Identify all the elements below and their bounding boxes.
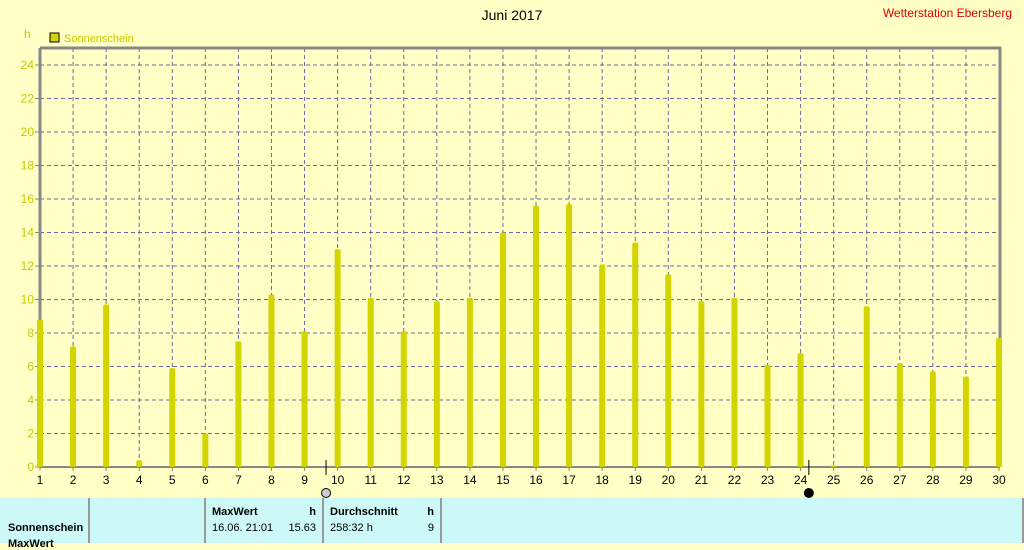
x-tick-label: 27 [893,473,907,487]
chart-title: Juni 2017 [481,7,543,23]
row-label: Sonnenschein [8,522,84,534]
avg-sum: 258:32 h [330,522,373,534]
bar-day-14 [466,297,473,467]
bar-day-26 [863,306,870,467]
y-tick-label: 2 [27,427,34,441]
max-header: MaxWert [212,506,258,518]
plot-frame [40,46,1002,467]
new-moon-icon [803,488,814,498]
y-tick-label: 24 [21,58,35,72]
bar-day-28 [929,371,936,467]
x-tick-label: 6 [202,473,209,487]
y-tick-label: 18 [21,159,35,173]
x-tick-label: 4 [136,473,143,487]
y-tick-label: 4 [27,393,34,407]
bar-day-7 [235,341,242,467]
x-tick-label: 22 [728,473,742,487]
x-tick-label: 30 [992,473,1006,487]
bar-day-23 [764,364,771,467]
y-tick-label: 0 [27,460,34,474]
x-tick-label: 8 [268,473,275,487]
x-tick-label: 17 [562,473,576,487]
bar-day-30 [996,338,1002,467]
y-tick-label: 12 [21,259,35,273]
bar-day-18 [599,264,606,467]
x-tick-label: 10 [331,473,345,487]
max-unit: h [309,506,316,518]
station-name: Wetterstation Ebersberg [882,6,1012,20]
bar-day-2 [70,346,77,467]
y-tick-label: 14 [21,226,35,240]
bar-day-4 [136,460,143,467]
bar-day-6 [202,433,209,467]
y-tick-label: 10 [21,293,35,307]
x-tick-label: 15 [496,473,510,487]
bar-day-12 [400,331,407,467]
x-tick-label: 25 [827,473,841,487]
x-tick-label: 12 [397,473,411,487]
legend-label: Sonnenschein [64,33,134,45]
bar-day-20 [665,274,672,467]
y-tick-label: 20 [21,125,35,139]
x-tick-label: 1 [37,473,44,487]
right-border [1022,498,1024,543]
y-tick-label: 16 [21,192,35,206]
y-axis-label: h [24,27,31,41]
bar-day-25 [830,465,837,467]
x-tick-label: 28 [926,473,940,487]
bar-day-10 [334,249,341,467]
bar-day-27 [896,363,903,467]
x-tick-label: 18 [595,473,609,487]
bar-day-15 [499,232,506,467]
avg-value: 9 [427,522,434,534]
bar-day-17 [566,204,573,467]
x-tick-label: 7 [235,473,242,487]
row2-label: MaxWert [8,538,54,550]
full-moon-icon [321,488,332,498]
y-tick-label: 6 [27,360,34,374]
bar-day-11 [367,297,374,467]
x-tick-label: 11 [364,473,377,487]
x-tick-label: 16 [529,473,543,487]
y-tick-label: 8 [27,326,34,340]
x-tick-label: 14 [463,473,477,487]
bar-day-8 [268,294,275,467]
bar-day-29 [962,376,969,467]
x-tick-label: 9 [301,473,308,487]
x-tick-label: 23 [761,473,775,487]
bar-day-9 [301,331,308,467]
bar-day-3 [103,304,110,467]
x-tick-label: 29 [959,473,973,487]
x-tick-label: 26 [860,473,874,487]
max-time: 16.06. 21:01 [212,522,274,534]
bar-day-16 [533,205,540,467]
max-value: 15.63 [288,522,316,534]
x-tick-label: 24 [794,473,808,487]
bar-day-1 [37,319,43,467]
label-column: Sonnenschein MaxWert [0,498,90,550]
max-column: MaxWert h 16.06. 21:01 15.63 [206,498,324,543]
bar-day-5 [169,368,176,467]
avg-header: Durchschnitt [330,506,398,518]
x-tick-label: 13 [430,473,444,487]
x-tick-label: 19 [629,473,643,487]
x-tick-label: 20 [662,473,676,487]
bar-day-21 [698,301,705,467]
bar-day-24 [797,353,804,467]
x-tick-label: 5 [169,473,176,487]
empty-column [90,498,206,543]
legend-swatch [49,32,60,43]
bar-day-22 [731,297,738,467]
x-tick-label: 21 [695,473,709,487]
avg-column: Durchschnitt h 258:32 h 9 [324,498,442,543]
x-tick-label: 2 [70,473,77,487]
bar-day-19 [632,242,639,467]
bar-day-13 [433,301,440,467]
statistics-table: Sonnenschein MaxWert MaxWert h 16.06. 21… [0,498,1024,550]
y-tick-label: 22 [21,92,35,106]
x-tick-label: 3 [103,473,110,487]
avg-unit: h [427,506,434,518]
